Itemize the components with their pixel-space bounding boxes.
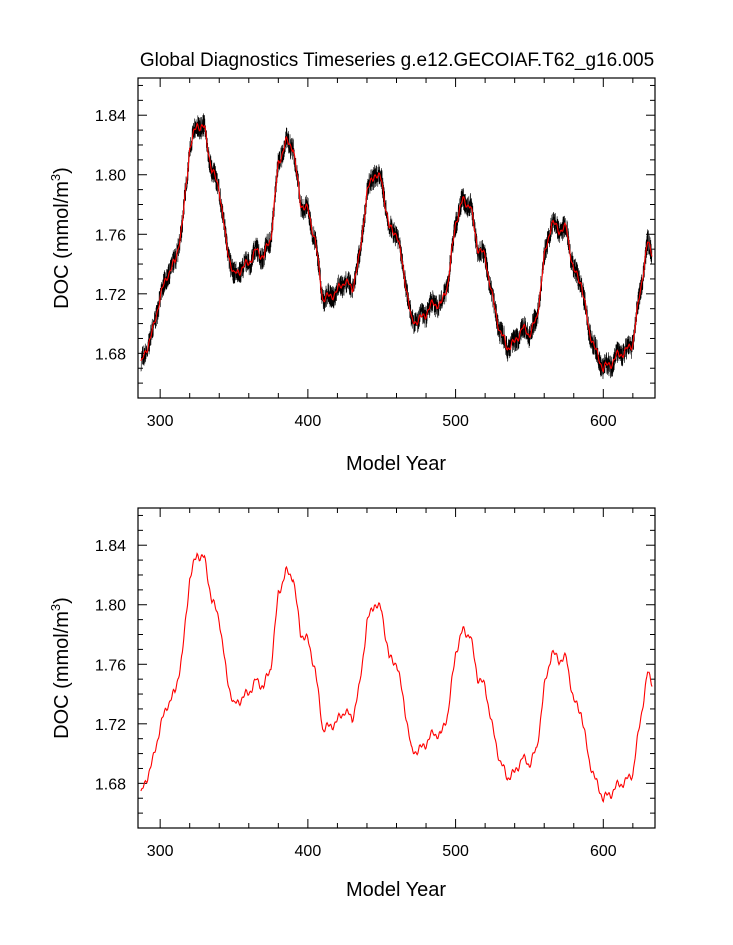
top-x-axis-label: Model Year [346,453,446,475]
top-panel: 1.68 1.72 1.76 1.80 1.84 300 400 500 600 Model … [48,77,656,475]
x-tick-label: 400 [295,843,322,860]
y-tick-label: 1.80 [95,168,126,185]
y-tick-label: 1.84 [95,108,126,125]
y-tick-label: 1.72 [95,717,126,734]
x-tick-label: 500 [442,843,469,860]
y-tick-label: 1.84 [95,538,126,555]
bottom-y-axis-label-sup: 3 [48,604,63,611]
figure-title: Global Diagnostics Timeseries g.e12.GECO… [140,50,654,71]
top-x-tick-labels: 300 400 500 600 [147,413,617,430]
top-y-tick-labels: 1.68 1.72 1.76 1.80 1.84 [95,108,126,363]
x-tick-label: 300 [147,843,174,860]
x-tick-label: 300 [147,413,174,430]
smoothed-series-line [140,122,653,373]
top-smoothed-series [140,122,653,373]
bottom-y-axis-label-tail: ) [51,597,73,604]
x-tick-label: 600 [590,843,617,860]
top-y-axis-label-sup: 3 [48,174,63,181]
bottom-y-axis-label: DOC (mmol/m3) [48,597,73,739]
bottom-plot-frame [137,507,656,829]
bottom-panel: 1.68 1.72 1.76 1.80 1.84 300 400 500 600 Model … [48,507,656,901]
bottom-x-axis-label: Model Year [346,879,446,901]
bottom-y-axis-label-main: DOC (mmol/m [51,611,73,739]
y-tick-label: 1.68 [95,346,126,363]
bottom-y-tick-labels: 1.68 1.72 1.76 1.80 1.84 [95,538,126,793]
top-y-axis-label-tail: ) [51,167,73,174]
bottom-x-tick-labels: 300 400 500 600 [147,843,617,860]
y-tick-label: 1.80 [95,598,126,615]
x-tick-label: 600 [590,413,617,430]
top-y-axis-label: DOC (mmol/m3) [48,167,73,309]
top-plot-frame [137,77,656,399]
smoothed-series-line [140,552,653,803]
bottom-ticks [138,508,655,828]
y-tick-label: 1.68 [95,776,126,793]
raw-series-line [140,113,653,380]
x-tick-label: 400 [295,413,322,430]
top-y-axis-label-main: DOC (mmol/m [51,181,73,309]
y-tick-label: 1.76 [95,227,126,244]
top-raw-series [140,113,653,380]
y-tick-label: 1.72 [95,287,126,304]
y-tick-label: 1.76 [95,657,126,674]
bottom-smoothed-series [140,552,653,803]
x-tick-label: 500 [442,413,469,430]
